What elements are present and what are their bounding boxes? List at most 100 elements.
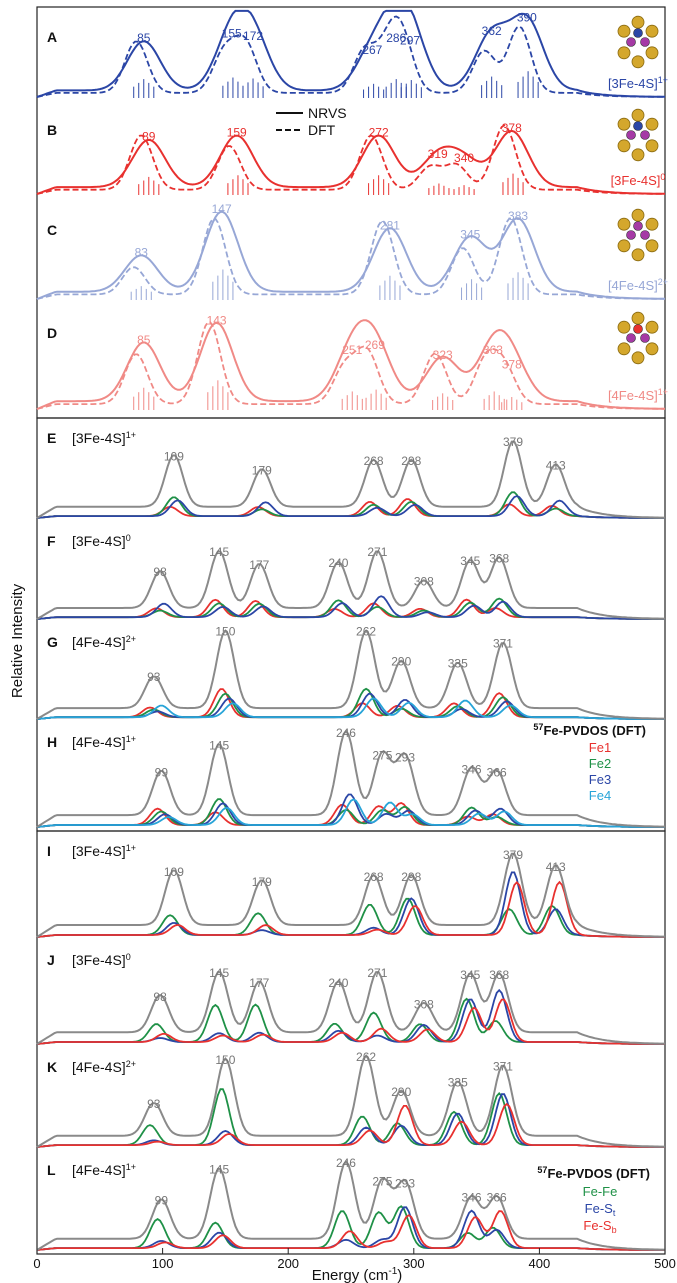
peak-label-B-319: 319: [428, 147, 448, 161]
peak-label-A-172: 172: [243, 29, 263, 43]
panel-K: 93 150 262 290 335 371 [4Fe-4S]2+ K: [36, 1050, 666, 1148]
peak-label-C-83: 83: [135, 246, 149, 260]
peak-label-E-179: 179: [252, 463, 272, 477]
sulfur-atom-5: [631, 148, 645, 162]
peak-label-F-98: 98: [153, 565, 167, 579]
peak-label-F-345: 345: [460, 554, 480, 568]
sulfur-atom-0: [617, 117, 631, 131]
series-fe1-G: [36, 688, 665, 720]
series-total-H: [36, 729, 665, 828]
cluster-label-I: [3Fe-4S]1+: [72, 843, 136, 859]
peak-label-G-290: 290: [391, 655, 411, 669]
peak-label-J-308: 308: [414, 998, 434, 1012]
sulfur-atom-2: [617, 139, 631, 153]
peak-label-A-286: 286: [386, 31, 406, 45]
iron-atom-2: [633, 121, 643, 131]
peak-label-C-281: 281: [380, 218, 400, 232]
peak-label-L-275: 275: [372, 1175, 392, 1189]
peak-label-E-268: 268: [364, 454, 384, 468]
x-tick-label-300: 300: [403, 1256, 425, 1271]
legend-dashed-label: DFT: [308, 122, 336, 138]
panel-F: 98 145 177 240 271 308 345 368 [3Fe-4S]0 F: [36, 533, 666, 620]
peak-label-L-346: 346: [462, 1191, 482, 1205]
peak-label-E-109: 109: [164, 449, 184, 463]
series-fe4-G: [36, 697, 665, 720]
peak-label-D-251: 251: [342, 343, 362, 357]
panel-letter-B: B: [47, 122, 57, 138]
cluster-label-K: [4Fe-4S]2+: [72, 1059, 136, 1075]
panel-letter-K: K: [47, 1059, 57, 1075]
iron-atom-1: [640, 230, 650, 240]
peak-label-G-335: 335: [448, 657, 468, 671]
legend-bond-title: 57Fe-PVDOS (DFT): [537, 1165, 650, 1181]
sulfur-atom-0: [617, 217, 631, 231]
series-total-K: [36, 1054, 666, 1148]
iron-atom-0: [626, 37, 636, 47]
section-frame-2: [36, 417, 666, 832]
peak-label-B-89: 89: [142, 130, 156, 144]
cluster-label-F: [3Fe-4S]0: [72, 533, 131, 549]
panel-I: 109 179 268 298 379 413 [3Fe-4S]1+ I: [36, 843, 665, 938]
series-total-J: [36, 971, 665, 1045]
series-fe-sb-K: [36, 1102, 665, 1148]
peak-label-F-177: 177: [249, 558, 269, 572]
cluster-label-D: [4Fe-4S]1+: [608, 387, 668, 403]
iron-atom-0: [626, 230, 636, 240]
legend-fe-sb: Fe-Sb: [583, 1218, 616, 1235]
series-nrvs-D: [36, 319, 666, 410]
peak-label-D-378: 378: [502, 358, 522, 372]
peak-label-F-145: 145: [209, 545, 229, 559]
peak-label-I-379: 379: [503, 848, 523, 862]
series-fe4-H: [36, 798, 665, 828]
x-tick-label-400: 400: [529, 1256, 551, 1271]
peak-label-A-155: 155: [222, 27, 242, 41]
legend-bonds: 57Fe-PVDOS (DFT) Fe-Fe Fe-St Fe-Sb: [537, 1165, 650, 1235]
peak-label-A-362: 362: [482, 24, 502, 38]
panel-letter-C: C: [47, 222, 57, 238]
peak-label-E-413: 413: [546, 459, 566, 473]
peak-label-F-271: 271: [367, 545, 387, 559]
panel-letter-J: J: [47, 952, 55, 968]
legend-fe2: Fe2: [589, 756, 611, 771]
peak-label-E-298: 298: [401, 454, 421, 468]
series-nrvs-A: [36, 9, 665, 98]
peak-label-J-145: 145: [209, 966, 229, 980]
sulfur-atom-4: [631, 15, 645, 29]
peak-label-H-145: 145: [209, 739, 229, 753]
sulfur-atom-4: [631, 208, 645, 222]
peak-label-L-366: 366: [487, 1191, 507, 1205]
cluster-label-E: [3Fe-4S]1+: [72, 430, 136, 446]
peak-label-J-98: 98: [153, 990, 167, 1004]
peak-label-H-275: 275: [372, 749, 392, 763]
series-fe-fe-L: [36, 1205, 665, 1251]
panel-letter-F: F: [47, 533, 56, 549]
series-total-G: [36, 629, 666, 720]
peak-label-C-383: 383: [508, 209, 528, 223]
peak-label-K-371: 371: [493, 1060, 513, 1074]
sulfur-atom-3: [645, 342, 659, 356]
iron-atom-2: [633, 28, 643, 38]
sulfur-atom-2: [617, 46, 631, 60]
sulfur-atom-1: [645, 117, 659, 131]
cluster-label-G: [4Fe-4S]2+: [72, 634, 136, 650]
peak-label-I-298: 298: [401, 870, 421, 884]
series-fe-sb-I: [36, 880, 665, 938]
peak-label-D-323: 323: [433, 348, 453, 362]
cluster-structure-C: [617, 208, 659, 262]
series-nrvs-C: [36, 210, 665, 300]
peak-label-L-293: 293: [395, 1177, 415, 1191]
panel-letter-H: H: [47, 734, 57, 750]
peak-label-A-297: 297: [400, 33, 420, 47]
iron-atom-1: [640, 333, 650, 343]
series-dft-C: [36, 217, 666, 300]
panel-H: 99 145 246 275 293 346 366 [4Fe-4S]1+ H: [36, 726, 665, 828]
panel-J: 98 145 177 240 271 308 345 368 [3Fe-4S]0 J: [36, 952, 665, 1045]
peak-label-H-99: 99: [155, 765, 169, 779]
series-nrvs-B: [36, 129, 665, 195]
iron-atom-0: [626, 333, 636, 343]
frames: [36, 6, 666, 1255]
sulfur-atom-2: [617, 342, 631, 356]
y-axis-label: Relative Intensity: [9, 583, 26, 698]
series-total-L: [36, 1160, 666, 1251]
